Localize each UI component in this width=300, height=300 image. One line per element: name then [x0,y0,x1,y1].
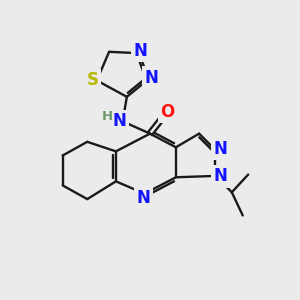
Text: S: S [87,71,99,89]
Text: N: N [213,140,227,158]
Text: H: H [102,110,113,123]
Text: N: N [145,69,159,87]
Text: O: O [160,103,174,121]
Text: N: N [136,189,150,207]
Text: N: N [134,42,147,60]
Text: N: N [112,112,126,130]
Text: N: N [213,167,227,185]
